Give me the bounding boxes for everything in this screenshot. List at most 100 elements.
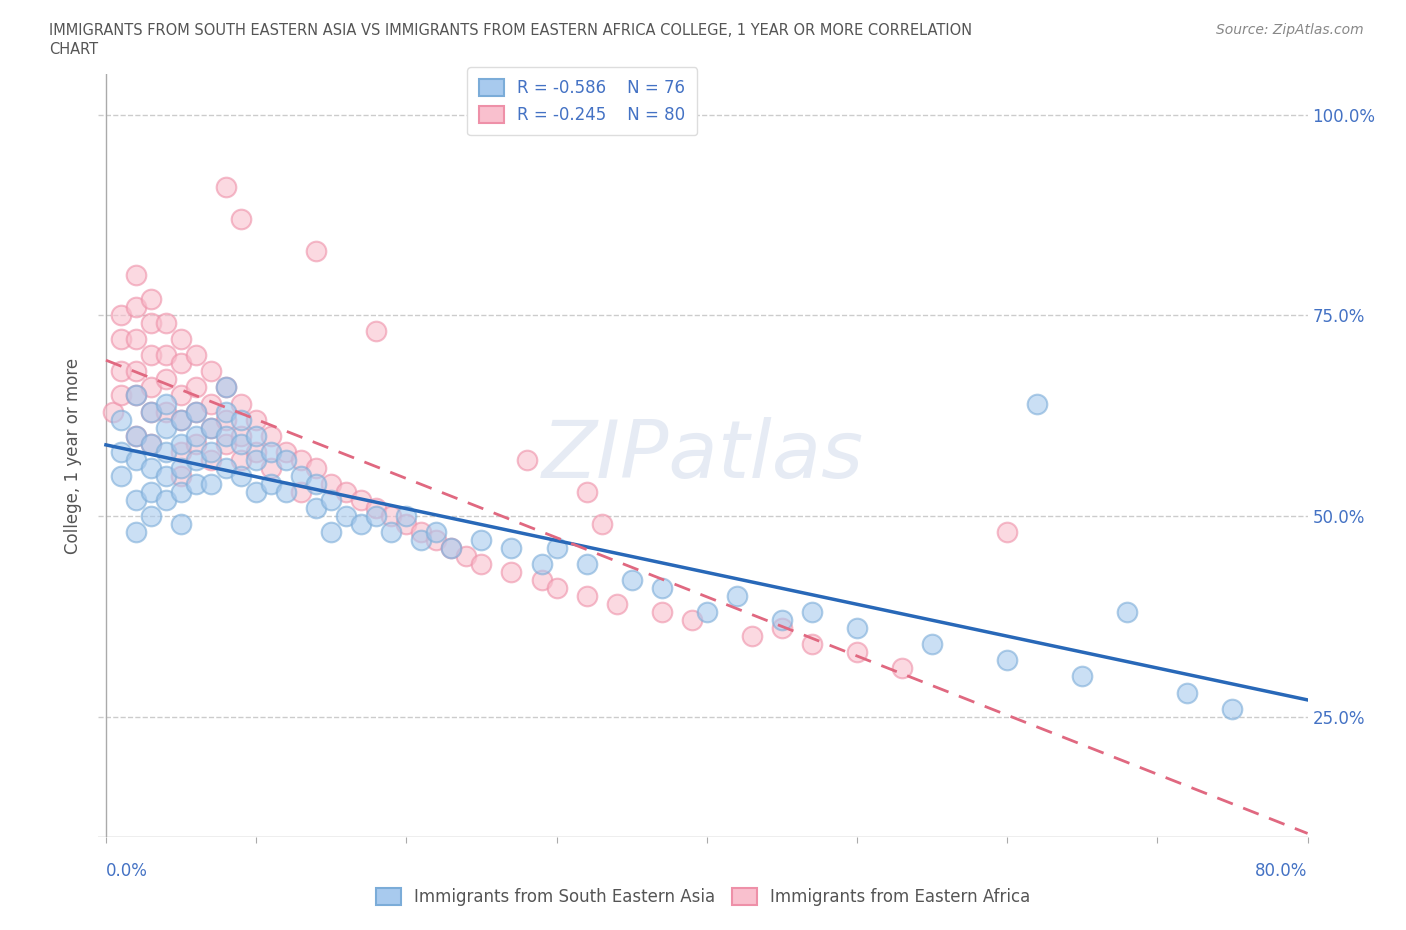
Point	[184, 428, 207, 443]
Point	[215, 380, 238, 395]
Point	[229, 469, 252, 484]
Point	[440, 540, 463, 555]
Point	[846, 621, 869, 636]
Point	[321, 525, 343, 539]
Point	[395, 509, 418, 524]
Point	[170, 356, 193, 371]
Point	[546, 540, 568, 555]
Point	[184, 348, 207, 363]
Point	[155, 348, 177, 363]
Point	[155, 420, 177, 435]
Point	[651, 604, 673, 619]
Point	[200, 396, 222, 411]
Text: IMMIGRANTS FROM SOUTH EASTERN ASIA VS IMMIGRANTS FROM EASTERN AFRICA COLLEGE, 1 : IMMIGRANTS FROM SOUTH EASTERN ASIA VS IM…	[49, 23, 973, 38]
Point	[125, 299, 148, 314]
Point	[260, 460, 283, 475]
Point	[440, 540, 463, 555]
Point	[366, 324, 388, 339]
Point	[125, 388, 148, 403]
Point	[606, 597, 628, 612]
Point	[276, 485, 298, 499]
Point	[245, 428, 267, 443]
Point	[276, 445, 298, 459]
Point	[921, 637, 943, 652]
Point	[229, 412, 252, 427]
Point	[125, 492, 148, 507]
Point	[501, 565, 523, 579]
Point	[366, 500, 388, 515]
Point	[1116, 604, 1139, 619]
Point	[110, 469, 132, 484]
Text: CHART: CHART	[49, 42, 98, 57]
Point	[245, 445, 267, 459]
Point	[110, 445, 132, 459]
Point	[290, 452, 312, 467]
Point	[305, 500, 328, 515]
Point	[139, 316, 162, 331]
Point	[575, 485, 598, 499]
Point	[215, 428, 238, 443]
Point	[215, 412, 238, 427]
Point	[184, 452, 207, 467]
Point	[139, 405, 162, 419]
Point	[215, 405, 238, 419]
Point	[155, 492, 177, 507]
Point	[155, 445, 177, 459]
Point	[215, 460, 238, 475]
Point	[184, 436, 207, 451]
Point	[501, 540, 523, 555]
Point	[846, 644, 869, 659]
Point	[170, 412, 193, 427]
Point	[125, 364, 148, 379]
Legend: R = -0.586    N = 76, R = -0.245    N = 80: R = -0.586 N = 76, R = -0.245 N = 80	[467, 68, 697, 136]
Point	[696, 604, 718, 619]
Point	[155, 405, 177, 419]
Point	[155, 396, 177, 411]
Point	[350, 492, 373, 507]
Point	[681, 613, 703, 628]
Point	[125, 268, 148, 283]
Point	[139, 436, 162, 451]
Point	[229, 211, 252, 226]
Point	[260, 428, 283, 443]
Point	[995, 525, 1018, 539]
Point	[155, 316, 177, 331]
Point	[215, 380, 238, 395]
Point	[770, 613, 793, 628]
Point	[245, 485, 267, 499]
Point	[125, 428, 148, 443]
Point	[139, 292, 162, 307]
Text: 80.0%: 80.0%	[1256, 862, 1308, 880]
Point	[470, 557, 492, 572]
Text: Source: ZipAtlas.com: Source: ZipAtlas.com	[1216, 23, 1364, 37]
Point	[155, 469, 177, 484]
Point	[200, 452, 222, 467]
Point	[380, 509, 402, 524]
Point	[125, 452, 148, 467]
Point	[125, 332, 148, 347]
Point	[770, 621, 793, 636]
Point	[366, 509, 388, 524]
Point	[110, 364, 132, 379]
Point	[411, 525, 433, 539]
Point	[155, 372, 177, 387]
Point	[229, 436, 252, 451]
Point	[276, 452, 298, 467]
Point	[305, 244, 328, 259]
Point	[995, 653, 1018, 668]
Point	[125, 525, 148, 539]
Point	[350, 516, 373, 531]
Point	[245, 412, 267, 427]
Point	[200, 476, 222, 491]
Point	[139, 405, 162, 419]
Point	[215, 436, 238, 451]
Point	[395, 516, 418, 531]
Point	[139, 436, 162, 451]
Point	[456, 549, 478, 564]
Point	[1071, 669, 1094, 684]
Point	[200, 364, 222, 379]
Point	[530, 557, 553, 572]
Point	[290, 469, 312, 484]
Point	[125, 388, 148, 403]
Point	[170, 332, 193, 347]
